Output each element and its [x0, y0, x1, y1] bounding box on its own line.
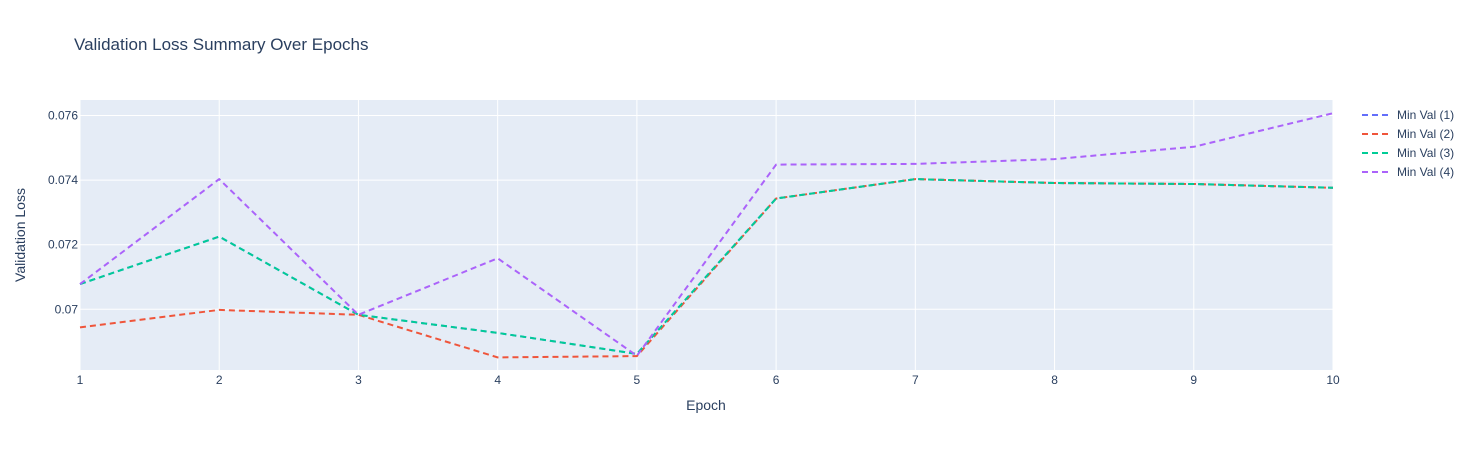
legend-item[interactable]: Min Val (4): [1362, 165, 1454, 179]
y-tick-label: 0.072: [48, 238, 78, 252]
series-line-4: [79, 112, 1334, 357]
chart-title: Validation Loss Summary Over Epochs: [74, 35, 368, 54]
legend-item[interactable]: Min Val (2): [1362, 127, 1454, 141]
legend-label: Min Val (1): [1397, 108, 1454, 122]
x-tick-label: 6: [773, 373, 780, 387]
legend-label: Min Val (4): [1397, 165, 1454, 179]
x-tick-label: 9: [1190, 373, 1197, 387]
y-axis-title: Validation Loss: [12, 188, 28, 282]
y-tick-label: 0.07: [55, 302, 79, 316]
legend-label: Min Val (2): [1397, 127, 1454, 141]
x-tick-label: 1: [77, 373, 84, 387]
x-tick-label: 7: [912, 373, 919, 387]
series-line-2: [79, 178, 1334, 359]
x-tick-label: 8: [1051, 373, 1058, 387]
series-line-3: [79, 178, 1334, 355]
grid-lines: [79, 100, 1334, 370]
legend-item[interactable]: Min Val (3): [1362, 146, 1454, 160]
x-tick-label: 2: [216, 373, 223, 387]
legend-label: Min Val (3): [1397, 146, 1454, 160]
x-axis-ticks: 1 2 3 4 5 6 7 8 9 10: [77, 373, 1340, 387]
y-axis-ticks: 0.07 0.072 0.074 0.076: [48, 109, 78, 317]
x-tick-label: 4: [494, 373, 501, 387]
x-tick-label: 10: [1326, 373, 1340, 387]
x-axis-title: Epoch: [686, 397, 726, 413]
x-tick-label: 5: [634, 373, 641, 387]
legend-item[interactable]: Min Val (1): [1362, 108, 1454, 122]
x-tick-label: 3: [355, 373, 362, 387]
y-tick-label: 0.074: [48, 173, 78, 187]
y-tick-label: 0.076: [48, 109, 78, 123]
legend: Min Val (1) Min Val (2) Min Val (3) Min Val…: [1362, 108, 1454, 179]
series-lines: [79, 112, 1334, 359]
plot-area: [80, 100, 1333, 370]
